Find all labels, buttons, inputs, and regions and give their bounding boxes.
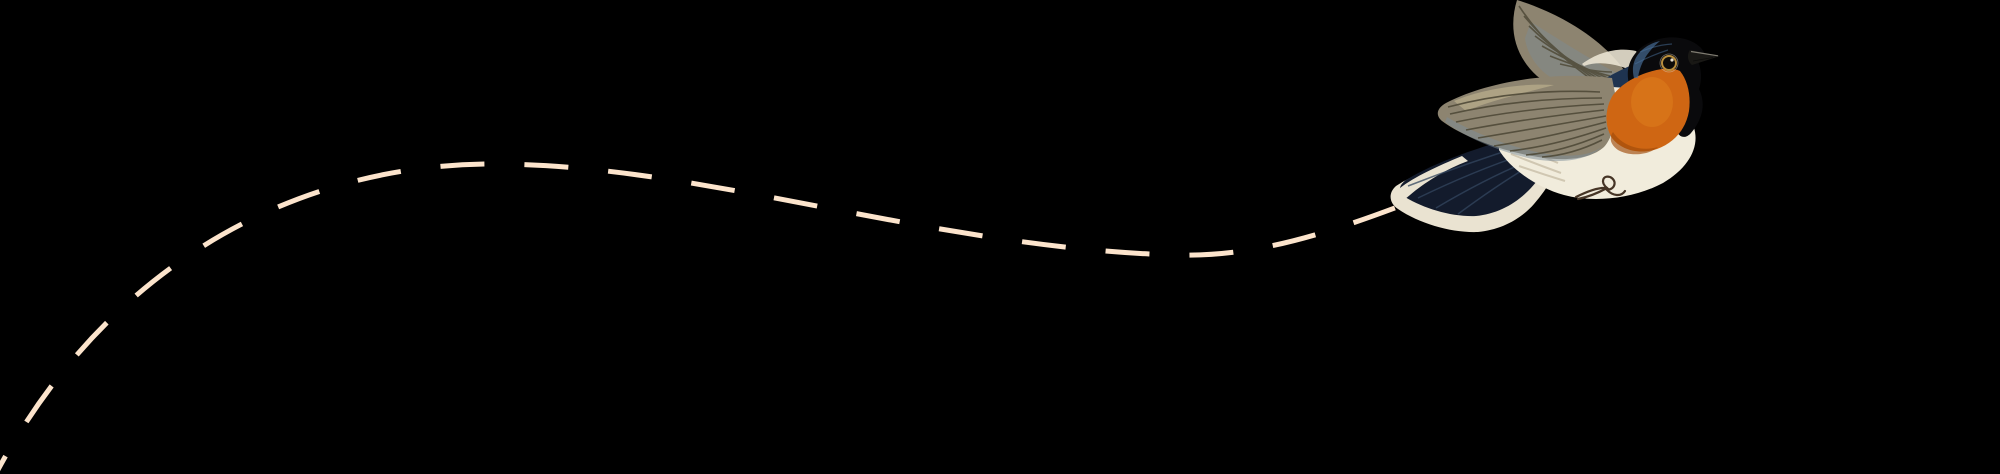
- beak-ridge-highlight: [1690, 50, 1719, 57]
- bird-foot-claw: [1574, 175, 1627, 201]
- raised-wing-blue-tint: [1525, 22, 1621, 86]
- throat-lower-shade: [1610, 132, 1658, 155]
- bird-head: [1606, 37, 1720, 155]
- near-wing-feather-lines: [1447, 90, 1607, 158]
- throat-orange-patch: [1606, 68, 1690, 152]
- crown-sheen: [1632, 41, 1660, 78]
- near-wing-blue-band: [1445, 117, 1602, 162]
- beak-gape-line: [1692, 57, 1714, 62]
- eye-highlight: [1670, 58, 1674, 62]
- eye-outer-ring: [1659, 53, 1679, 73]
- bird-beak: [1687, 50, 1720, 65]
- bird-eye: [1659, 53, 1679, 73]
- crown-sheen-lines: [1634, 43, 1673, 65]
- bird-illustration: [1390, 0, 1720, 233]
- throat-highlight: [1631, 77, 1673, 127]
- raised-wing-shape: [1513, 0, 1629, 91]
- dashed-flight-path: [0, 161, 1401, 472]
- bird-wing-near: [1437, 75, 1617, 162]
- mantle-patch: [1582, 49, 1643, 76]
- near-wing-covert-patch: [1454, 84, 1554, 111]
- beak-shape: [1687, 50, 1720, 65]
- tail-white-edge-band: [1395, 156, 1468, 204]
- eye-iris: [1661, 55, 1677, 71]
